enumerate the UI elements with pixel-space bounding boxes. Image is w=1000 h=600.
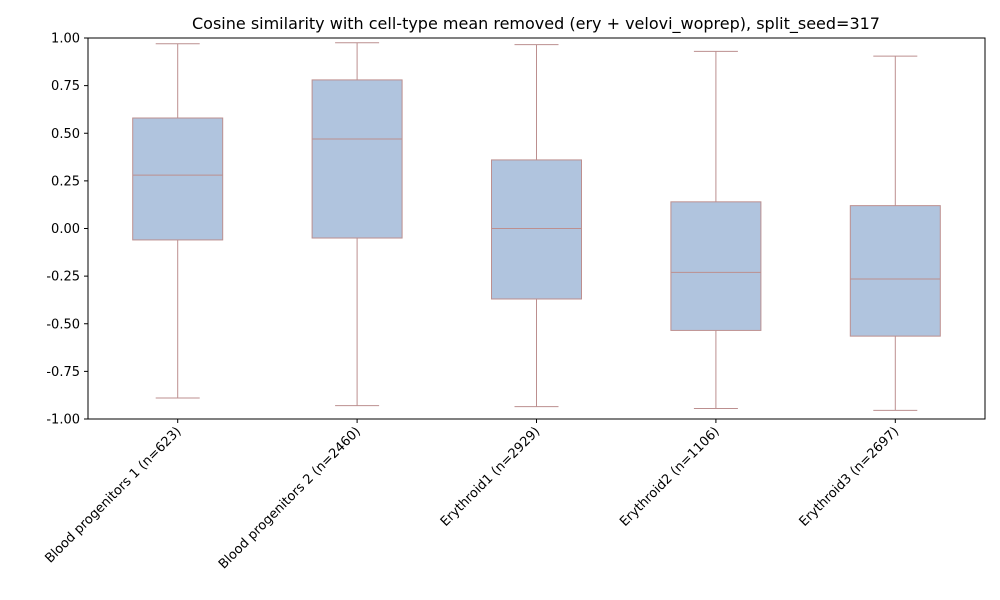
- y-tick-label: 0.50: [51, 127, 80, 142]
- box-group-1: [132, 43, 224, 399]
- y-tick-label: -0.75: [46, 365, 80, 380]
- box-iqr: [311, 79, 403, 239]
- x-tick-label: Blood progenitors 2 (n=2460): [216, 424, 364, 572]
- x-tick-label: Blood progenitors 1 (n=623): [42, 424, 184, 566]
- box-iqr: [132, 117, 224, 241]
- y-tick-label: 0.75: [51, 79, 80, 94]
- y-tick-label: -0.50: [46, 317, 80, 332]
- box-iqr: [849, 205, 941, 337]
- x-tick-label: Erythroid1 (n=2929): [438, 424, 544, 530]
- y-tick-label: 1.00: [51, 32, 80, 47]
- box-group-2: [311, 42, 403, 407]
- box-group-5: [849, 55, 941, 411]
- y-tick-label: -1.00: [46, 413, 80, 428]
- x-tick-label: Erythroid3 (n=2697): [797, 424, 903, 530]
- y-tick-label: 0.00: [51, 222, 80, 237]
- x-tick-label: Erythroid2 (n=1106): [617, 424, 723, 530]
- chart-title: Cosine similarity with cell-type mean re…: [192, 14, 880, 34]
- box-group-4: [670, 50, 762, 410]
- box-iqr: [670, 201, 762, 331]
- box-iqr: [491, 159, 582, 300]
- axes: -1.00 -0.75 -0.50 -0.25 0.00 0.25 0.50 0.75 1.00…: [42, 32, 986, 572]
- y-tick-label: 0.25: [51, 174, 80, 189]
- plot-area: [132, 42, 941, 411]
- box-group-3: [491, 44, 582, 408]
- y-tick-label: -0.25: [46, 270, 80, 285]
